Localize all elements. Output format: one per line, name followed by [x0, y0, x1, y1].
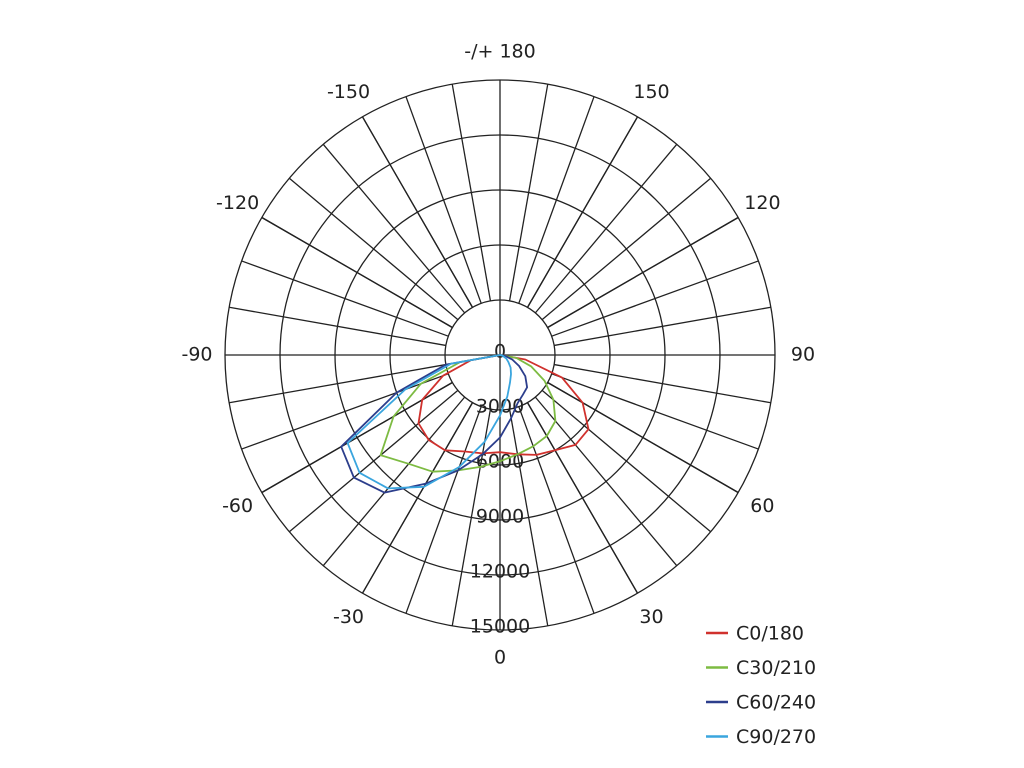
spoke: [541, 177, 712, 321]
radial-tick-label: 9000: [476, 506, 524, 528]
legend: C0/180 C30/210 C60/240 C90/270: [706, 623, 816, 748]
spoke: [551, 260, 759, 337]
series-line: [379, 354, 557, 473]
angle-tick-label: 90: [791, 344, 815, 366]
series-line: [346, 354, 512, 490]
angle-grid-line: [547, 216, 739, 329]
angle-grid-line: [547, 381, 739, 494]
angle-grid-line: [261, 216, 453, 329]
legend-label: C60/240: [736, 692, 816, 714]
grid: [224, 79, 776, 631]
spoke: [518, 406, 595, 614]
spoke: [451, 84, 492, 301]
spoke: [534, 143, 678, 314]
spoke: [551, 373, 759, 450]
angle-grid-line: [526, 116, 639, 308]
spoke: [405, 96, 482, 304]
spoke: [451, 409, 492, 626]
angle-tick-label: 30: [639, 606, 663, 628]
spoke: [322, 396, 466, 567]
angle-tick-label: 60: [750, 495, 774, 517]
spoke: [229, 306, 446, 347]
radial-tick-label: 3000: [476, 396, 524, 418]
angle-tick-label: 0: [494, 647, 506, 669]
angle-tick-label: -/+ 180: [464, 41, 535, 63]
spoke: [508, 409, 549, 626]
spoke: [288, 177, 459, 321]
spoke: [322, 143, 466, 314]
angle-tick-label: 120: [744, 192, 780, 214]
angle-tick-label: 150: [633, 81, 669, 103]
angle-grid-line: [261, 381, 453, 494]
angle-grid-line: [361, 116, 474, 308]
spoke: [241, 260, 449, 337]
spoke: [534, 396, 678, 567]
spoke: [541, 389, 712, 533]
legend-label: C0/180: [736, 623, 804, 645]
angle-tick-label: -120: [216, 192, 259, 214]
spoke: [518, 96, 595, 304]
spoke: [241, 373, 449, 450]
legend-label: C90/270: [736, 726, 816, 748]
legend-label: C30/210: [736, 657, 816, 679]
angle-tick-label: -150: [327, 81, 370, 103]
angle-grid-line: [361, 402, 474, 594]
angle-tick-label: -60: [222, 495, 253, 517]
angle-tick-label: -30: [333, 606, 364, 628]
spoke: [508, 84, 549, 301]
spoke: [554, 306, 771, 347]
spoke: [229, 363, 446, 404]
spoke: [554, 363, 771, 404]
angle-tick-label: -90: [181, 344, 212, 366]
radial-tick-label: 0: [494, 341, 506, 363]
radial-tick-label: 15000: [470, 616, 530, 638]
radial-tick-label: 12000: [470, 561, 530, 583]
series-line: [340, 354, 528, 494]
angle-grid-line: [526, 402, 639, 594]
spoke: [405, 406, 482, 614]
series-line: [417, 354, 590, 456]
spoke: [288, 389, 459, 533]
